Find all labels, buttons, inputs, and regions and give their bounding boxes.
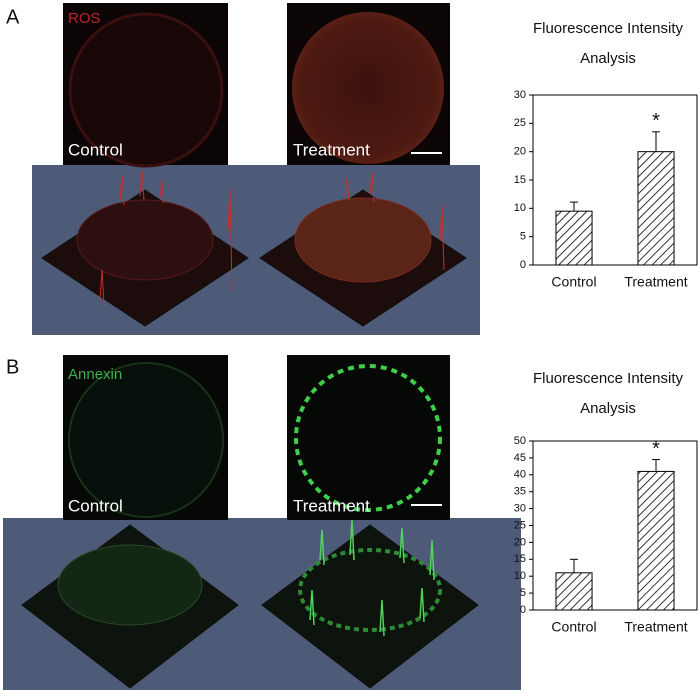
- y-tick-label: 30: [514, 89, 526, 101]
- cell: [68, 12, 224, 168]
- surface-ring: [76, 199, 214, 281]
- bar: [555, 210, 593, 266]
- surface-plot: [261, 524, 479, 689]
- condition-label: Treatment: [293, 140, 370, 159]
- annotation: *: [652, 110, 660, 132]
- bar: [555, 572, 593, 611]
- y-tick-label: 0: [520, 259, 526, 271]
- x-tick-label: Treatment: [624, 619, 687, 635]
- y-tick-label: 25: [514, 519, 526, 531]
- bar: [637, 470, 675, 611]
- y-tick-label: 50: [514, 435, 526, 447]
- y-tick-label: 40: [514, 469, 526, 481]
- y-tick-label: 45: [514, 452, 526, 464]
- surface-ring: [294, 197, 432, 283]
- stain-label: Annexin: [68, 366, 122, 383]
- cell: [294, 364, 442, 512]
- y-tick-label: 5: [520, 231, 526, 243]
- stain-label: ROS: [68, 10, 101, 27]
- chart-title: Fluorescence Intensity Analysis: [532, 20, 684, 67]
- annotation: *: [652, 438, 660, 460]
- surface-spikes: [99, 169, 445, 306]
- y-tick-label: 0: [520, 604, 526, 616]
- condition-label: Control: [68, 496, 123, 515]
- y-tick-label: 10: [514, 202, 526, 214]
- x-tick-label: Control: [551, 274, 596, 290]
- surface-ring: [298, 548, 442, 632]
- y-tick-label: 25: [514, 117, 526, 129]
- chart-title: Fluorescence Intensity Analysis: [532, 370, 684, 417]
- panel-a-images: [32, 3, 480, 335]
- y-tick-label: 15: [514, 174, 526, 186]
- cell: [292, 12, 444, 164]
- surface-ring: [57, 544, 203, 626]
- panel-label: B: [6, 356, 19, 378]
- x-tick-label: Control: [551, 619, 596, 635]
- y-tick-label: 5: [520, 587, 526, 599]
- panel-label: A: [6, 6, 20, 28]
- title-box: Fluorescence Intensity Analysis: [532, 370, 684, 417]
- panel-b-images: [3, 355, 521, 690]
- y-tick-label: 35: [514, 486, 526, 498]
- title-box: Fluorescence Intensity Analysis: [532, 20, 684, 67]
- y-tick-label: 20: [514, 146, 526, 158]
- y-tick-label: 10: [514, 570, 526, 582]
- bar: [637, 151, 675, 266]
- y-tick-label: 15: [514, 553, 526, 565]
- cell: [68, 362, 224, 518]
- condition-label: Treatment: [293, 496, 370, 515]
- y-tick-label: 20: [514, 536, 526, 548]
- x-tick-label: Treatment: [624, 274, 687, 290]
- condition-label: Control: [68, 140, 123, 159]
- micrograph: [287, 355, 450, 520]
- y-tick-label: 30: [514, 503, 526, 515]
